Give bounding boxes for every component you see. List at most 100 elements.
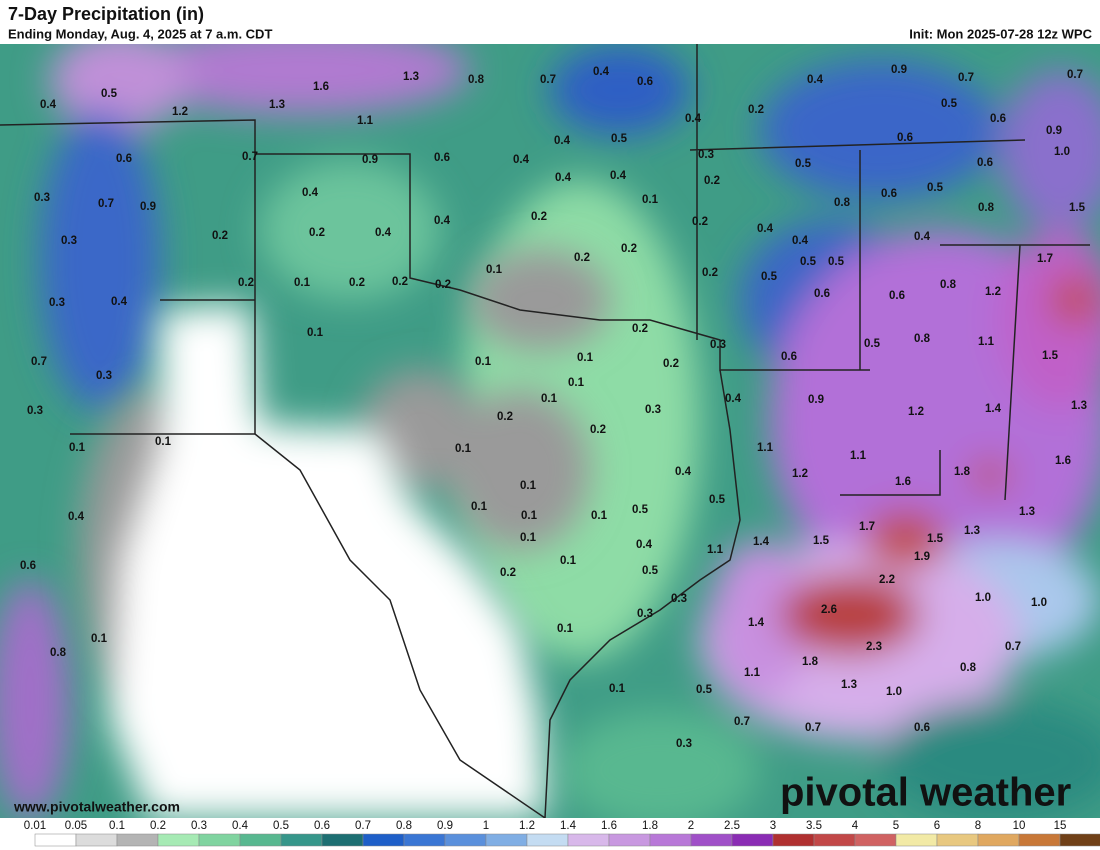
legend-swatch [444, 833, 487, 847]
precip-label: 0.4 [807, 74, 824, 86]
precip-label: 0.2 [238, 277, 254, 289]
precip-label: 0.2 [212, 230, 228, 242]
precip-label: 0.4 [68, 511, 85, 523]
precip-label: 0.1 [520, 480, 537, 492]
precip-label: 1.1 [978, 336, 995, 348]
legend-swatch [75, 833, 118, 847]
precip-label: 0.4 [675, 466, 692, 478]
precip-label: 0.4 [555, 172, 572, 184]
precip-label: 0.4 [375, 227, 392, 239]
precip-label: 0.1 [642, 194, 659, 206]
legend-label: 4 [852, 820, 859, 832]
precip-label: 1.0 [1031, 597, 1047, 609]
precip-label: 0.9 [1046, 125, 1062, 137]
precip-label: 0.2 [574, 252, 590, 264]
title: 7-Day Precipitation (in) [8, 4, 204, 24]
legend-swatch [362, 833, 405, 847]
legend-swatch [813, 833, 856, 847]
precip-label: 1.4 [748, 617, 765, 629]
subtitle: Ending Monday, Aug. 4, 2025 at 7 a.m. CD… [8, 26, 272, 41]
legend-swatch [977, 833, 1020, 847]
precip-label: 0.4 [757, 223, 774, 235]
precip-label: 1.0 [975, 592, 991, 604]
precip-label: 0.1 [69, 442, 86, 454]
precip-label: 1.7 [859, 521, 875, 533]
legend-label: 0.9 [437, 820, 453, 832]
precip-label: 0.1 [560, 555, 577, 567]
legend-label: 1.4 [560, 820, 577, 832]
precip-label: 0.3 [34, 192, 50, 204]
precip-label: 1.2 [172, 106, 188, 118]
legend-label: 5 [893, 820, 899, 832]
precip-label: 0.7 [958, 72, 974, 84]
precip-label: 0.8 [978, 202, 995, 214]
precip-label: 0.1 [541, 393, 558, 405]
legend-label: 3.5 [806, 820, 822, 832]
legend-label: 0.5 [273, 820, 289, 832]
legend-swatch [690, 833, 733, 847]
precip-label: 0.5 [696, 684, 713, 696]
precip-label: 1.3 [964, 525, 980, 537]
precip-label: 0.5 [864, 338, 881, 350]
precip-label: 0.5 [795, 158, 812, 170]
precip-label: 0.3 [49, 297, 65, 309]
precip-label: 0.2 [621, 243, 637, 255]
legend-label: 6 [934, 820, 940, 832]
precip-label: 0.4 [914, 231, 931, 243]
precip-label: 1.6 [313, 81, 329, 93]
precip-label: 0.3 [645, 404, 661, 416]
precip-label: 0.7 [98, 198, 114, 210]
precip-label: 0.4 [725, 393, 742, 405]
precip-label: 0.2 [702, 267, 718, 279]
precip-label: 0.9 [140, 201, 156, 213]
precip-label: 0.4 [302, 187, 319, 199]
precip-label: 1.2 [792, 468, 808, 480]
precip-label: 0.6 [20, 560, 36, 572]
precip-label: 0.1 [471, 501, 488, 513]
legend-swatch [280, 833, 323, 847]
legend-swatch [567, 833, 610, 847]
precip-label: 1.6 [895, 476, 911, 488]
precip-label: 0.8 [940, 279, 957, 291]
legend-label: 0.1 [109, 820, 125, 832]
precip-label: 1.1 [357, 115, 374, 127]
precip-label: 1.3 [1071, 400, 1087, 412]
precip-label: 0.6 [990, 113, 1006, 125]
precip-label: 0.2 [531, 211, 547, 223]
precip-label: 0.4 [434, 215, 451, 227]
legend-swatch [157, 833, 200, 847]
precip-label: 1.5 [1069, 202, 1086, 214]
website: www.pivotalweather.com [13, 799, 180, 815]
precip-label: 0.5 [709, 494, 726, 506]
precip-label: 0.1 [521, 510, 538, 522]
legend-label: 3 [770, 820, 776, 832]
precip-label: 0.2 [349, 277, 365, 289]
precip-label: 0.1 [609, 683, 626, 695]
legend-swatch [608, 833, 651, 847]
legend-label: 0.4 [232, 820, 249, 832]
legend-swatch [731, 833, 774, 847]
precip-label: 0.1 [307, 327, 324, 339]
precip-label: 1.1 [744, 667, 761, 679]
precip-label: 0.8 [468, 74, 485, 86]
legend-swatch [116, 833, 159, 847]
init-time: Init: Mon 2025-07-28 12z WPC [909, 26, 1092, 41]
precip-label: 0.6 [781, 351, 797, 363]
precip-label: 0.8 [834, 197, 851, 209]
precip-label: 0.7 [734, 716, 750, 728]
precip-label: 2.2 [879, 574, 895, 586]
precip-label: 0.5 [761, 271, 778, 283]
precip-label: 0.2 [704, 175, 720, 187]
precip-label: 0.3 [710, 339, 726, 351]
precip-label: 0.7 [540, 74, 556, 86]
precip-label: 2.3 [866, 641, 882, 653]
legend-label: 1 [483, 820, 489, 832]
precip-label: 0.3 [61, 235, 77, 247]
precip-label: 0.2 [692, 216, 708, 228]
legend-swatch [772, 833, 815, 847]
legend-swatch [1059, 833, 1100, 847]
precip-label: 0.3 [671, 593, 687, 605]
precip-label: 0.7 [805, 722, 821, 734]
